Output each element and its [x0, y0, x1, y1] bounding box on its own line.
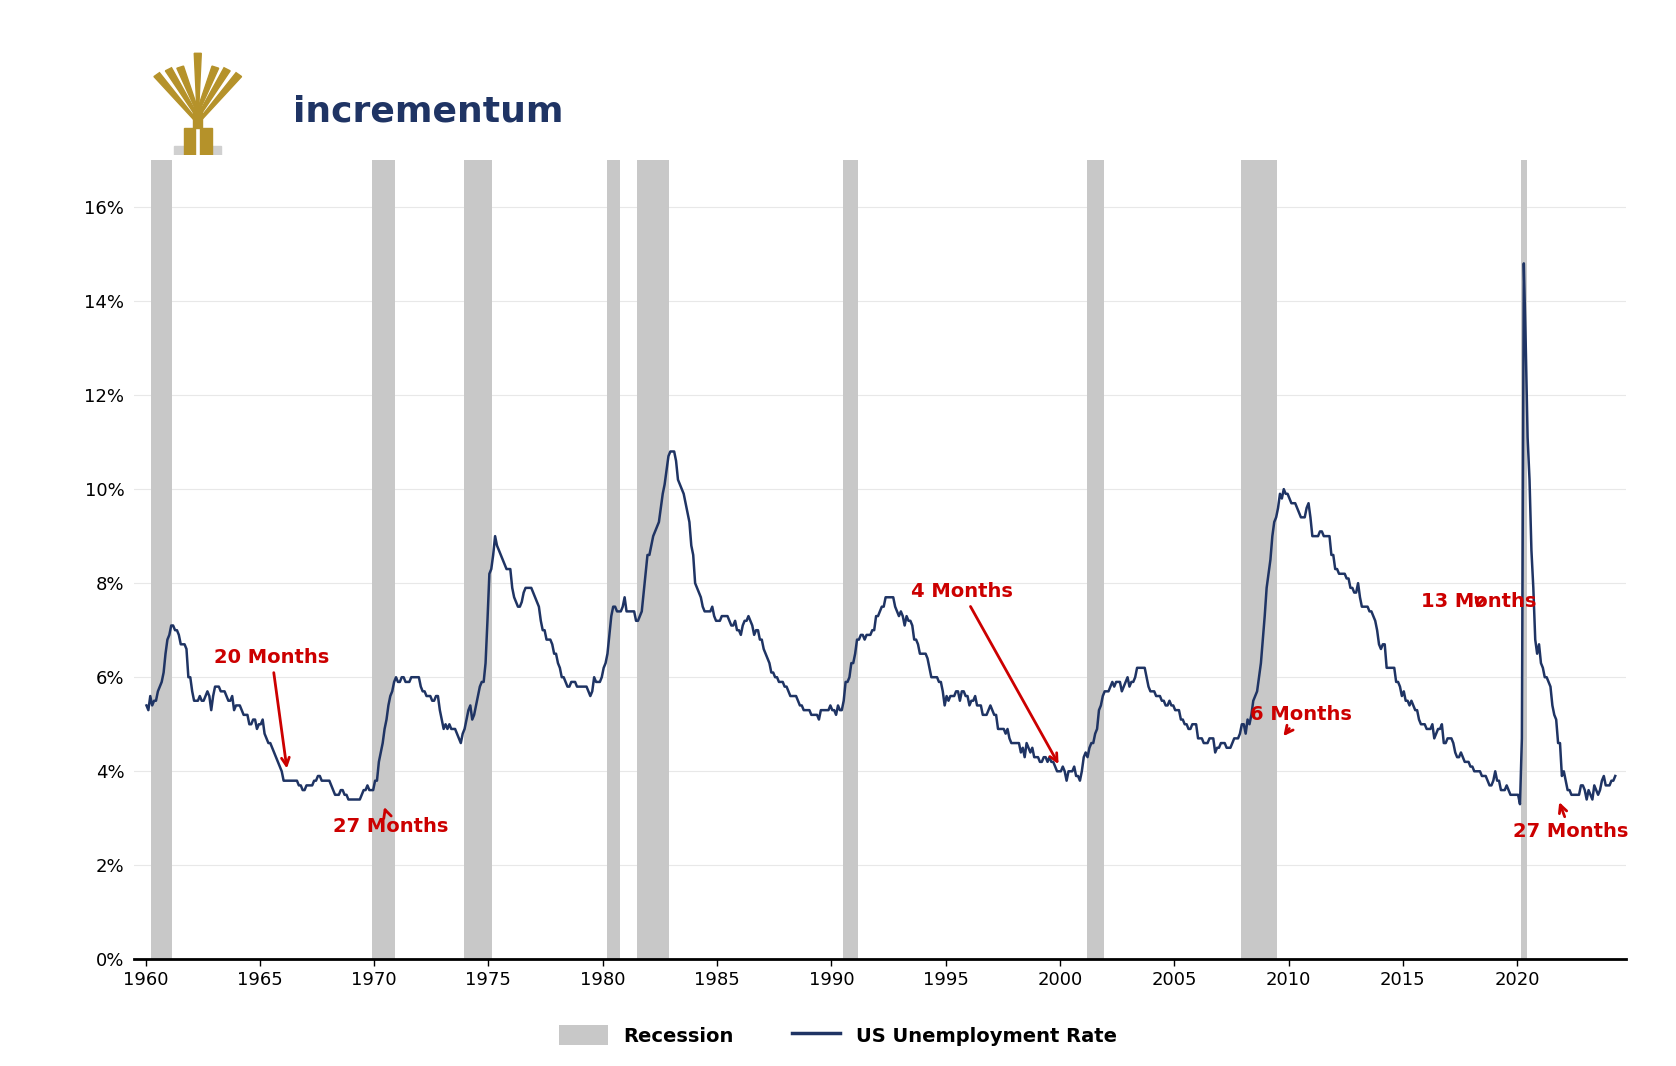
Bar — [1086, 160, 1104, 959]
Bar — [637, 160, 669, 959]
Bar — [843, 160, 858, 959]
Text: 20 Months: 20 Months — [215, 648, 330, 765]
Bar — [151, 160, 173, 959]
Polygon shape — [194, 53, 201, 107]
Bar — [372, 160, 396, 959]
Bar — [464, 160, 493, 959]
Text: 27 Months: 27 Months — [1512, 805, 1627, 841]
Polygon shape — [154, 72, 198, 124]
Text: 13 Months: 13 Months — [1421, 592, 1537, 611]
Bar — [184, 128, 196, 155]
Polygon shape — [166, 68, 199, 117]
Bar — [193, 107, 203, 128]
Bar — [199, 128, 211, 155]
Legend: Recession, US Unemployment Rate: Recession, US Unemployment Rate — [560, 1025, 1116, 1046]
Bar — [1240, 160, 1277, 959]
Bar — [1522, 160, 1527, 959]
Text: 27 Months: 27 Months — [334, 810, 449, 837]
Text: 4 Months: 4 Months — [912, 582, 1058, 761]
Polygon shape — [196, 66, 218, 112]
Bar — [206, 146, 221, 155]
Polygon shape — [198, 72, 241, 124]
Text: 6 Months: 6 Months — [1250, 705, 1351, 733]
Polygon shape — [178, 66, 199, 112]
Bar — [174, 146, 189, 155]
Text: incrementum: incrementum — [293, 95, 563, 129]
Polygon shape — [196, 68, 230, 117]
Bar — [607, 160, 620, 959]
